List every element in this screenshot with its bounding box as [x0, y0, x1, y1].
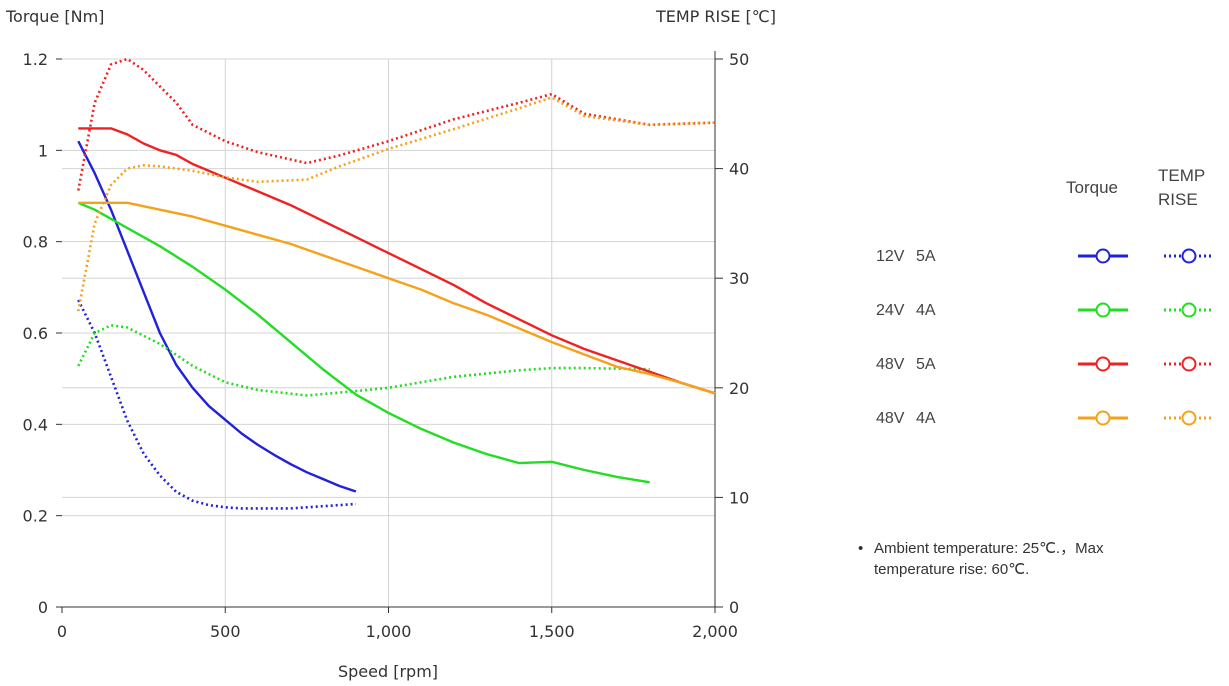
x-tick-label: 500 — [210, 622, 241, 641]
legend-marker — [1183, 412, 1196, 425]
y-left-tick-label: 0 — [38, 598, 48, 617]
x-tick-label: 1,500 — [529, 622, 575, 641]
legend-row: 48V 4A — [850, 410, 1220, 436]
legend-row: 48V 5A — [850, 356, 1220, 382]
note-line1: Ambient temperature: 25℃.，Max — [874, 538, 1103, 559]
legend-header-temp-line1: TEMP — [1158, 164, 1205, 188]
series-24v-4a-temp-line — [78, 325, 649, 395]
legend-header-temp-line2: RISE — [1158, 188, 1205, 212]
legend-row: 24V 4A — [850, 302, 1220, 328]
legend-current: 5A — [916, 248, 936, 265]
y-right-tick-label: 50 — [729, 50, 749, 69]
y-left-axis-title: Torque [Nm] — [5, 7, 104, 26]
y-right-tick-label: 20 — [729, 379, 749, 398]
legend-header-temp-rise: TEMP RISE — [1158, 164, 1205, 212]
legend-row-label: 48V 5A — [876, 356, 936, 374]
tick-labels: 0 500 1,000 1,500 2,000 0 0.2 0.4 0.6 0.8 1 1.2 0 10 2… — [23, 50, 750, 641]
y-left-tick-label: 0.4 — [23, 415, 48, 434]
legend-current: 5A — [916, 356, 936, 373]
y-right-tick-label: 0 — [729, 598, 739, 617]
note-line2: temperature rise: 60℃. — [874, 559, 1103, 580]
legend-torque-symbol — [1076, 244, 1130, 268]
x-tick-label: 0 — [57, 622, 67, 641]
y-right-tick-label: 30 — [729, 269, 749, 288]
y-right-tick-label: 40 — [729, 160, 749, 179]
legend-marker — [1097, 304, 1110, 317]
legend-marker — [1183, 358, 1196, 371]
legend-torque-symbol — [1076, 298, 1130, 322]
legend-voltage: 24V — [876, 302, 916, 320]
y-left-tick-label: 0.8 — [23, 233, 48, 252]
y-right-axis-title: TEMP RISE [℃] — [655, 7, 776, 26]
y-left-tick-label: 1.2 — [23, 50, 48, 69]
legend-temp-symbol — [1162, 406, 1216, 430]
note-bullet: • — [858, 538, 863, 559]
note-text: Ambient temperature: 25℃.，Max temperatur… — [874, 538, 1103, 580]
legend-current: 4A — [916, 410, 936, 427]
series-48v-5a-temp-line — [78, 59, 715, 191]
series-12v-5a-torque-line — [78, 141, 356, 491]
legend-row-label: 48V 4A — [876, 410, 936, 428]
y-left-tick-label: 0.6 — [23, 324, 48, 343]
legend-header-torque: Torque — [1066, 178, 1118, 198]
series-12v-5a-temp-line — [78, 300, 356, 508]
x-axis-title: Speed [rpm] — [338, 662, 438, 681]
y-left-tick-label: 1 — [38, 141, 48, 160]
series-lines — [78, 59, 715, 508]
legend-temp-symbol — [1162, 352, 1216, 376]
y-right-tick-label: 10 — [729, 488, 749, 507]
legend-current: 4A — [916, 302, 936, 319]
legend-marker — [1097, 250, 1110, 263]
legend-marker — [1183, 304, 1196, 317]
chart: 0 500 1,000 1,500 2,000 0 0.2 0.4 0.6 0.8 1 1.2 0 10 2… — [0, 0, 830, 686]
x-tick-label: 1,000 — [366, 622, 412, 641]
legend-torque-symbol — [1076, 352, 1130, 376]
legend-voltage: 48V — [876, 410, 916, 428]
x-tick-label: 2,000 — [692, 622, 738, 641]
legend-torque-symbol — [1076, 406, 1130, 430]
legend-row-label: 24V 4A — [876, 302, 936, 320]
legend-row-label: 12V 5A — [876, 248, 936, 266]
series-48v-4a-torque-line — [78, 203, 715, 393]
legend-voltage: 12V — [876, 248, 916, 266]
legend-temp-symbol — [1162, 244, 1216, 268]
legend-marker — [1183, 250, 1196, 263]
axes — [56, 51, 723, 613]
legend-marker — [1097, 412, 1110, 425]
legend-temp-symbol — [1162, 298, 1216, 322]
series-48v-4a-temp-line — [78, 97, 715, 311]
legend-marker — [1097, 358, 1110, 371]
y-left-tick-label: 0.2 — [23, 507, 48, 526]
legend-voltage: 48V — [876, 356, 916, 374]
legend-row: 12V 5A — [850, 248, 1220, 274]
